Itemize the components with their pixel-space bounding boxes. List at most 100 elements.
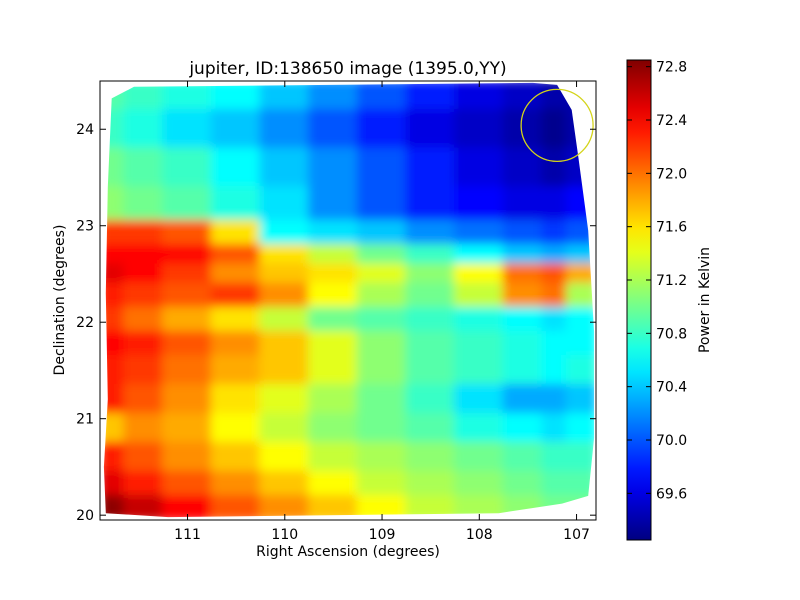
heatmap-cell [502, 470, 544, 497]
heatmap-cell [210, 244, 262, 266]
heatmap-cell [541, 244, 568, 266]
heatmap-cell [162, 494, 213, 518]
heatmap-cell [453, 82, 505, 111]
heatmap-cell [502, 282, 544, 309]
heatmap-cell [259, 282, 311, 309]
heatmap-cell [210, 494, 262, 518]
heatmap-cell [259, 470, 311, 497]
heatmap-cell [405, 494, 456, 518]
heatmap-area [103, 82, 595, 518]
heatmap-cell [259, 186, 311, 222]
colorbar-tick-label: 70.0 [656, 433, 687, 449]
colorbar [626, 59, 652, 541]
plot-frame [99, 80, 597, 521]
heatmap-cell [502, 306, 544, 333]
heatmap-cell [356, 306, 408, 333]
heatmap-cell [541, 306, 568, 333]
heatmap-cell [210, 263, 262, 285]
heatmap-cell [123, 441, 165, 473]
heatmap-cell [405, 282, 456, 309]
heatmap-cell [565, 186, 595, 222]
heatmap-cell [453, 282, 505, 309]
heatmap-cell [356, 244, 408, 266]
colorbar-label: Power in Kelvin [697, 247, 713, 353]
colorbar-tick-label: 69.6 [656, 486, 687, 502]
heatmap-cell [162, 412, 213, 444]
heatmap-cell [123, 306, 165, 333]
heatmap-cell [356, 82, 408, 111]
heatmap-cell [453, 263, 505, 285]
heatmap-cell [259, 108, 311, 150]
heatmap-cell [259, 494, 311, 518]
heatmap-cell [356, 263, 408, 285]
heatmap-cell [405, 244, 456, 266]
heatmap-cell [162, 186, 213, 222]
heatmap-cell [405, 82, 456, 111]
heatmap-cell [162, 441, 213, 473]
heatmap-cell [356, 108, 408, 150]
x-axis-ticks: 111 110 109 108 107 [174, 81, 590, 543]
heatmap-cell [259, 244, 311, 266]
heatmap-cell [565, 354, 595, 386]
heatmap-cell [259, 306, 311, 333]
heatmap-cell [356, 441, 408, 473]
colorbar-tick-label: 71.6 [656, 220, 687, 236]
heatmap-cell [405, 108, 456, 150]
heatmap-cell [259, 82, 311, 111]
heatmap-cell [405, 470, 456, 497]
heatmap-cell [502, 219, 544, 247]
heatmap-cell [259, 263, 311, 285]
heatmap-cell [210, 412, 262, 444]
heatmap-cell [405, 306, 456, 333]
heatmap-cell [565, 412, 595, 444]
heatmap-cell [210, 282, 262, 309]
heatmap-cell [103, 82, 126, 111]
heatmap-cell [405, 412, 456, 444]
x-tick-label: 109 [369, 527, 396, 543]
heatmap-cell [502, 494, 544, 518]
heatmap-cell [308, 306, 359, 333]
heatmap-cell [453, 306, 505, 333]
colorbar-tick-label: 72.8 [656, 60, 687, 76]
heatmap-cell [103, 244, 126, 266]
chart-title: jupiter, ID:138650 image (1395.0,YY) [188, 59, 506, 79]
heatmap-cell [565, 383, 595, 415]
heatmap-cell [103, 282, 126, 309]
heatmap-cell [356, 219, 408, 247]
heatmap-cell [259, 147, 311, 189]
heatmap-cell [259, 354, 311, 386]
heatmap-cell [308, 470, 359, 497]
heatmap-cell [162, 282, 213, 309]
heatmap-cell [453, 383, 505, 415]
heatmap-cell [210, 330, 262, 357]
heatmap-cell [308, 412, 359, 444]
heatmap-cell [123, 186, 165, 222]
heatmap-cell [123, 383, 165, 415]
heatmap-cell [405, 354, 456, 386]
heatmap-cell [502, 263, 544, 285]
heatmap-cell [308, 441, 359, 473]
heatmap-cell [162, 82, 213, 111]
heatmap-cell [103, 147, 126, 189]
heatmap-cell [103, 354, 126, 386]
x-axis-label: Right Ascension (degrees) [256, 544, 440, 560]
heatmap-cell [502, 441, 544, 473]
heatmap-cell [405, 330, 456, 357]
heatmap-cell [453, 108, 505, 150]
heatmap-cell [103, 470, 126, 497]
heatmap-cell [565, 441, 595, 473]
heatmap-cell [541, 147, 568, 189]
heatmap-cell [162, 263, 213, 285]
heatmap-cell [565, 306, 595, 333]
heatmap-cell [308, 108, 359, 150]
heatmap-cell [453, 494, 505, 518]
heatmap-cell [308, 244, 359, 266]
heatmap-cell [123, 354, 165, 386]
heatmap-cell [541, 82, 568, 111]
heatmap-cell [210, 219, 262, 247]
heatmap-cell [541, 263, 568, 285]
heatmap-cell [541, 441, 568, 473]
x-tick-label: 108 [466, 527, 493, 543]
heatmap-cell [502, 186, 544, 222]
